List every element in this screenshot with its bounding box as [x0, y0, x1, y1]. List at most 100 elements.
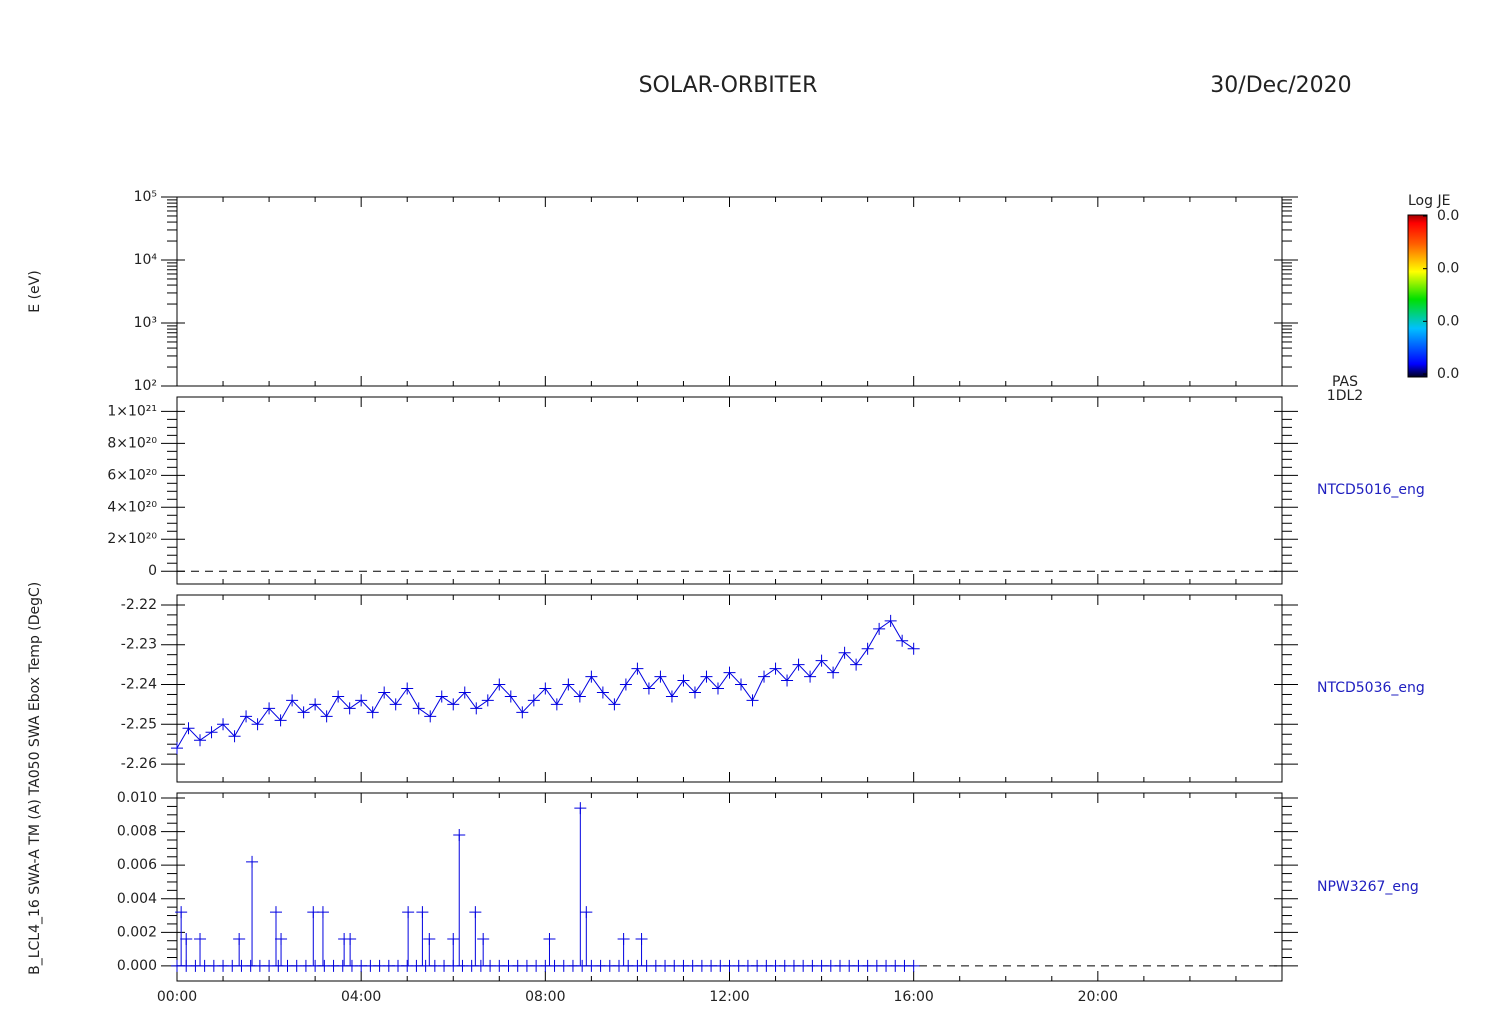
marker — [884, 614, 897, 627]
marker — [470, 702, 483, 715]
y-tick-label: 10² — [134, 378, 157, 394]
title: SOLAR-ORBITER — [639, 73, 818, 98]
marker — [617, 933, 630, 946]
marker — [447, 933, 460, 946]
marker — [711, 682, 724, 695]
marker — [700, 670, 713, 683]
marker — [217, 718, 230, 731]
marker — [781, 674, 794, 687]
marker — [194, 734, 207, 747]
marker — [416, 906, 429, 919]
colorbar — [1407, 214, 1428, 378]
marker — [619, 678, 632, 691]
marker — [435, 690, 448, 703]
marker — [850, 658, 863, 671]
y-tick-label: 10³ — [134, 315, 157, 331]
marker — [228, 730, 241, 743]
marker — [309, 698, 322, 711]
marker — [580, 906, 593, 919]
marker — [631, 662, 644, 675]
y-axis-label: E (eV) — [27, 270, 43, 312]
marker — [481, 694, 494, 707]
marker — [344, 933, 357, 946]
y-tick-label: 2×10²⁰ — [107, 531, 157, 547]
marker — [469, 906, 482, 919]
colorbar-title: Log JE — [1408, 193, 1450, 209]
marker — [608, 698, 621, 711]
y-tick-label: 4×10²⁰ — [107, 499, 157, 515]
marker — [769, 662, 782, 675]
marker — [412, 702, 425, 715]
marker — [550, 698, 563, 711]
marker — [804, 670, 817, 683]
marker — [827, 666, 840, 679]
marker — [665, 690, 678, 703]
y-tick-label: 8×10²⁰ — [107, 435, 157, 451]
marker — [286, 694, 299, 707]
x-tick-label: 04:00 — [341, 989, 381, 1005]
marker — [378, 686, 391, 699]
marker — [688, 686, 701, 699]
marker — [562, 678, 575, 691]
marker — [493, 678, 506, 691]
marker — [635, 933, 648, 946]
marker — [332, 690, 345, 703]
marker — [573, 690, 586, 703]
marker — [815, 654, 828, 667]
marker — [424, 710, 437, 723]
marker — [297, 706, 310, 719]
panel-frame — [176, 594, 1283, 783]
marker — [746, 694, 759, 707]
marker — [355, 694, 368, 707]
marker — [574, 802, 587, 815]
panel-label: 1DL2 — [1327, 388, 1363, 404]
y-tick-label: 0.010 — [117, 790, 157, 806]
marker — [251, 718, 264, 731]
marker — [907, 959, 920, 972]
marker — [458, 686, 471, 699]
marker — [516, 706, 529, 719]
x-tick-label: 20:00 — [1078, 989, 1118, 1005]
y-tick-label: 1×10²¹ — [107, 403, 157, 419]
marker — [873, 622, 886, 635]
marker — [642, 682, 655, 695]
marker — [180, 933, 193, 946]
marker — [275, 933, 288, 946]
marker — [205, 726, 218, 739]
colorbar-tick-label: 0.0 — [1437, 208, 1459, 224]
colorbar-tick-label: 0.0 — [1437, 313, 1459, 329]
marker — [240, 710, 253, 723]
y-tick-label: 10⁵ — [134, 189, 157, 205]
y-tick-label: 0.004 — [117, 891, 157, 907]
y-tick-label: 0 — [148, 563, 157, 579]
marker — [504, 690, 517, 703]
y-axis-label: B_LCL4_16 SWA-A TM (A) — [27, 799, 43, 975]
colorbar-tick-label: 0.0 — [1437, 261, 1459, 277]
marker — [792, 658, 805, 671]
y-tick-label: 0.002 — [117, 924, 157, 940]
marker — [453, 828, 466, 841]
marker — [527, 694, 540, 707]
marker — [366, 706, 379, 719]
marker — [677, 674, 690, 687]
marker — [316, 906, 329, 919]
panel-frame — [176, 792, 1283, 982]
x-tick-label: 08:00 — [525, 989, 565, 1005]
panel-label: PAS — [1332, 374, 1358, 390]
marker — [389, 698, 402, 711]
y-tick-label: 6×10²⁰ — [107, 467, 157, 483]
marker — [723, 666, 736, 679]
marker — [543, 933, 556, 946]
marker — [171, 742, 183, 755]
y-tick-label: 0.008 — [117, 824, 157, 840]
y-axis-label: TA050 SWA Ebox Temp (DegC) — [27, 582, 43, 797]
panel-label: NTCD5036_eng — [1317, 680, 1425, 696]
marker — [838, 646, 851, 659]
marker — [585, 670, 598, 683]
marker — [861, 642, 874, 655]
panel-frame — [176, 196, 1283, 387]
marker — [896, 634, 909, 647]
marker — [539, 682, 552, 695]
marker — [402, 906, 415, 919]
marker — [735, 678, 748, 691]
